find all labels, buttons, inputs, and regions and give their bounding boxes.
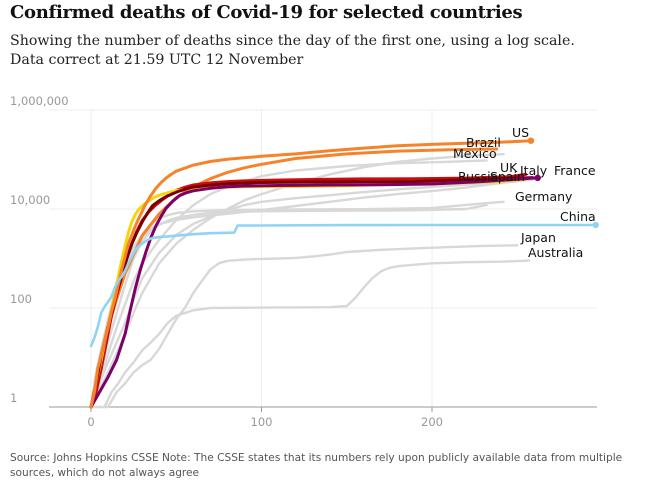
subtitle-line-1: Showing the number of deaths since the d…	[10, 33, 575, 49]
series-line-japan	[89, 244, 519, 409]
x-tick-label: 0	[87, 415, 94, 429]
end-marker-france	[534, 174, 541, 182]
series-line-spain	[89, 177, 528, 409]
subtitle-line-2: Data correct at 21.59 UTC 12 November	[10, 52, 304, 68]
end-marker-us	[527, 137, 535, 144]
series-line-russia	[89, 180, 519, 409]
series-line-germany	[89, 203, 488, 409]
series-line-france	[89, 176, 540, 409]
label-italy: Italy	[520, 163, 548, 178]
label-mexico: Mexico	[453, 146, 497, 161]
label-germany: Germany	[515, 189, 573, 204]
axes: 1 100 10,000 1,000,000 0 100 200	[10, 94, 597, 429]
end-markers	[527, 137, 599, 229]
label-russia: Russia	[458, 169, 498, 184]
label-spain: Spain	[490, 169, 525, 184]
y-tick-label: 1	[10, 391, 17, 405]
label-france: France	[554, 163, 596, 178]
end-marker-china	[592, 221, 599, 229]
series-line-australia	[103, 259, 531, 409]
series-line-china	[89, 223, 597, 348]
y-tick-label: 10,000	[10, 193, 50, 207]
series-line-us	[89, 139, 533, 409]
series-line-mexico	[89, 159, 488, 409]
series-line-italy	[89, 176, 535, 409]
label-japan: Japan	[520, 230, 556, 245]
chart-subtitle: Showing the number of deaths since the d…	[10, 32, 640, 70]
y-tick-label: 100	[10, 292, 32, 306]
label-australia: Australia	[528, 245, 583, 260]
chart-title: Confirmed deaths of Covid-19 for selecte…	[10, 2, 523, 23]
highlighted-series	[89, 139, 597, 409]
label-brazil: Brazil	[466, 135, 501, 150]
y-tick-label: 1,000,000	[10, 94, 69, 108]
muted-series	[89, 153, 539, 409]
x-tick-label: 200	[421, 415, 443, 429]
label-uk: UK	[500, 160, 518, 175]
x-tick-label: 100	[251, 415, 273, 429]
source-note: Source: Johns Hopkins CSSE Note: The CSS…	[10, 452, 623, 479]
label-china: China	[560, 209, 596, 224]
label-us: US	[512, 125, 529, 140]
